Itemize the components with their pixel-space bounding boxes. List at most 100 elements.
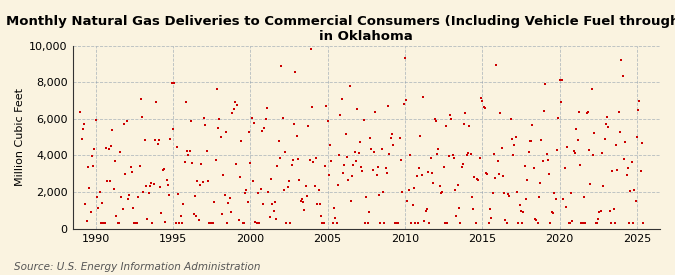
Point: [221, 130, 232, 134]
Point: [177, 221, 188, 225]
Point: [384, 152, 395, 156]
Point: [255, 187, 266, 191]
Point: [560, 205, 571, 210]
Point: [107, 128, 118, 133]
Point: [435, 191, 446, 195]
Point: [578, 195, 589, 199]
Point: [556, 100, 566, 105]
Point: [350, 159, 361, 163]
Point: [157, 168, 168, 172]
Point: [512, 190, 522, 194]
Point: [496, 145, 507, 150]
Point: [558, 197, 569, 201]
Point: [78, 127, 88, 132]
Point: [580, 221, 591, 225]
Point: [456, 165, 467, 169]
Point: [408, 186, 419, 190]
Point: [568, 149, 579, 154]
Point: [230, 100, 240, 104]
Point: [228, 107, 239, 111]
Point: [186, 119, 196, 123]
Point: [393, 221, 404, 225]
Point: [292, 157, 303, 161]
Point: [482, 172, 493, 176]
Point: [299, 208, 310, 213]
Point: [250, 220, 261, 225]
Point: [292, 134, 302, 138]
Point: [295, 198, 306, 203]
Point: [306, 105, 317, 109]
Point: [85, 210, 96, 214]
Point: [425, 156, 436, 161]
Point: [361, 195, 372, 199]
Point: [398, 102, 409, 106]
Point: [527, 123, 538, 127]
Point: [290, 69, 301, 74]
Point: [520, 196, 531, 201]
Point: [539, 109, 549, 113]
Point: [241, 188, 252, 192]
Point: [532, 221, 543, 225]
Point: [109, 186, 119, 191]
Point: [412, 221, 423, 225]
Point: [117, 206, 128, 211]
Point: [407, 203, 418, 207]
Point: [536, 138, 547, 142]
Point: [394, 136, 405, 141]
Point: [76, 136, 87, 141]
Point: [451, 214, 462, 218]
Point: [125, 165, 136, 169]
Point: [251, 221, 262, 225]
Point: [338, 171, 348, 175]
Point: [265, 177, 276, 182]
Point: [315, 202, 325, 206]
Point: [379, 221, 389, 225]
Point: [277, 116, 288, 121]
Point: [215, 134, 226, 139]
Point: [567, 219, 578, 223]
Point: [629, 188, 640, 192]
Point: [281, 221, 292, 225]
Point: [335, 113, 346, 117]
Point: [128, 205, 138, 210]
Point: [591, 221, 602, 225]
Point: [194, 182, 205, 187]
Point: [502, 221, 512, 225]
Point: [392, 221, 402, 225]
Point: [439, 221, 450, 225]
Point: [581, 111, 592, 116]
Point: [159, 166, 169, 171]
Point: [523, 149, 534, 154]
Point: [500, 218, 511, 222]
Point: [388, 143, 399, 147]
Point: [621, 173, 632, 178]
Point: [213, 126, 223, 131]
Point: [460, 111, 471, 116]
Point: [346, 199, 356, 203]
Point: [122, 119, 132, 123]
Point: [452, 183, 463, 188]
Point: [197, 180, 208, 185]
Point: [106, 144, 117, 148]
Point: [547, 211, 558, 215]
Point: [554, 78, 565, 82]
Point: [325, 143, 335, 147]
Point: [587, 87, 597, 92]
Point: [224, 196, 235, 200]
Point: [152, 142, 163, 146]
Point: [163, 183, 173, 187]
Point: [296, 197, 307, 201]
Point: [632, 108, 643, 113]
Point: [142, 217, 153, 221]
Point: [147, 221, 158, 225]
Point: [624, 221, 634, 225]
Point: [285, 221, 296, 225]
Point: [499, 191, 510, 195]
Point: [95, 221, 106, 225]
Point: [187, 161, 198, 165]
Point: [364, 136, 375, 140]
Point: [445, 112, 456, 117]
Point: [508, 153, 518, 157]
Point: [129, 221, 140, 225]
Point: [352, 107, 362, 111]
